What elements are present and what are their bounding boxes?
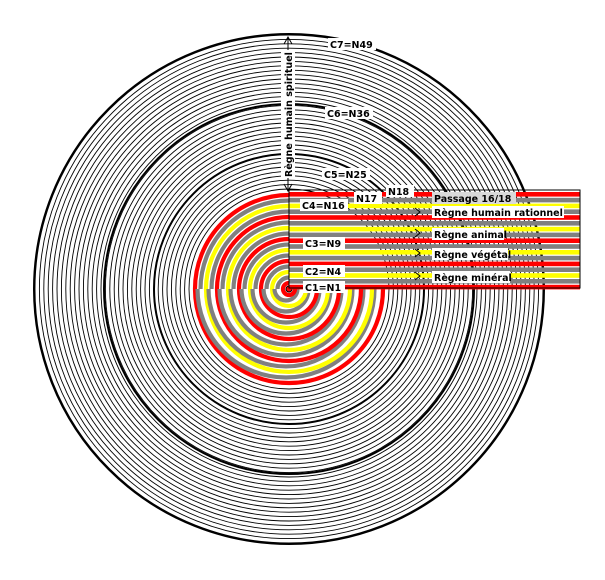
spiral-bar — [289, 284, 580, 290]
realm-label-text: Règne animal — [434, 230, 507, 241]
cycle-label-c2: C2=N4 — [303, 265, 345, 278]
realm-label-text: Règne humain rationnel — [434, 208, 563, 219]
spiral-band — [220, 220, 290, 290]
spiral-bar — [289, 221, 580, 226]
spiral-band — [275, 275, 290, 290]
spiral-band — [198, 198, 290, 290]
spiral-band — [269, 269, 290, 290]
spiral-band — [269, 288, 309, 309]
cycle-label-text: C6=N36 — [327, 109, 370, 120]
spiral-band — [192, 288, 386, 386]
spiral-band — [203, 288, 375, 375]
spiral-bar — [289, 203, 580, 209]
realm-label-humain-rationnel: Règne humain rationnel — [432, 206, 564, 219]
cycle-label-text: C2=N4 — [305, 267, 341, 278]
spiral-band — [231, 231, 290, 290]
spiral-band — [280, 288, 298, 298]
spiral-band — [236, 236, 290, 290]
spiral-band — [236, 288, 342, 342]
cycle-label-c7: C7=N49 — [328, 38, 376, 51]
spiral-band — [214, 288, 364, 364]
cycle-label-c6: C6=N36 — [325, 107, 373, 120]
spiral-band — [214, 214, 290, 290]
cycle-label-text: C1=N1 — [305, 283, 341, 294]
cycle-label-n17: N17 — [354, 192, 382, 205]
spiral-bar — [289, 261, 580, 267]
spiral-band — [247, 288, 331, 331]
realm-arrows — [414, 207, 421, 281]
spiral-band — [261, 288, 311, 314]
bar-frame — [288, 189, 581, 289]
spiral-band — [203, 203, 290, 290]
spiral-band — [250, 288, 322, 325]
cycle-label-c5: C5=N25 — [322, 168, 370, 181]
realm-label-animal: Règne animal — [432, 228, 507, 241]
node-label-text: N17 — [356, 194, 377, 205]
realm-label-text: Passage 16/18 — [434, 194, 512, 205]
realm-label-text: Règne végétal — [434, 250, 511, 261]
spiral-band — [258, 258, 290, 290]
spiral-band — [272, 288, 300, 303]
cycle-label-text: C4=N16 — [302, 201, 345, 212]
spiritual-arrow: Règne humain spirituel — [281, 35, 295, 193]
spiral-band — [192, 192, 290, 290]
spiral-band — [209, 209, 290, 290]
cycle-label-n18: N18 — [386, 185, 414, 198]
spiral-band — [239, 288, 333, 336]
spiral-band — [228, 288, 344, 347]
spiral-band — [253, 253, 290, 290]
spiral-band — [225, 288, 353, 353]
cycle-label-c3: C3=N9 — [303, 237, 345, 250]
realm-label-passage: Passage 16/18 — [432, 192, 516, 205]
realm-label-text: Règne minéral — [434, 273, 512, 284]
spiral-bar — [289, 267, 580, 272]
realm-label-vegetal: Règne végétal — [432, 248, 511, 261]
cycle-label-c1: C1=N1 — [303, 281, 345, 294]
spiral-band — [217, 288, 355, 358]
realm-label-mineral: Règne minéral — [432, 271, 512, 284]
cycle-label-c4: C4=N16 — [300, 199, 348, 212]
spiral-bar — [289, 238, 580, 243]
cycle-label-text: C5=N25 — [324, 170, 367, 181]
spiral-band — [225, 225, 290, 290]
spiral-band — [247, 247, 290, 290]
cycle-label-text: C3=N9 — [305, 239, 341, 250]
spiral-band — [264, 264, 290, 290]
cycle-label-text: C7=N49 — [330, 40, 373, 51]
spiral-band — [258, 288, 320, 320]
spiritual-realm-label: Règne humain spirituel — [284, 52, 295, 177]
spiral-band — [195, 288, 377, 380]
spiral-band — [242, 242, 290, 290]
spiral-band — [206, 288, 366, 369]
spiral-bar — [289, 244, 580, 249]
node-label-text: N18 — [388, 187, 410, 198]
